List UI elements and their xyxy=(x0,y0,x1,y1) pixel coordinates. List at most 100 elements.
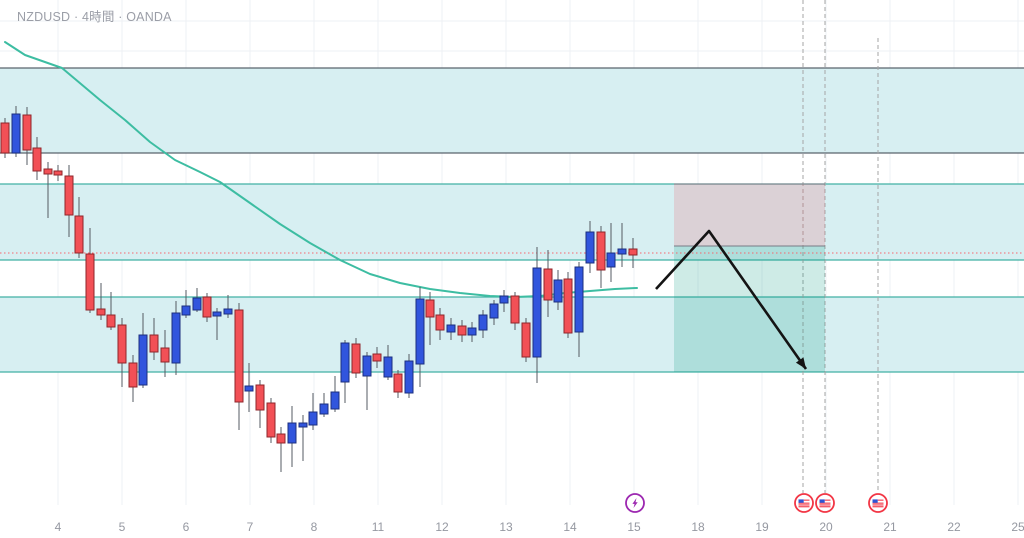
candle-body xyxy=(478,314,488,331)
time-axis-label[interactable]: 11 xyxy=(372,520,385,534)
candle-down xyxy=(255,380,265,428)
candle-body xyxy=(308,411,318,426)
position-stop-box[interactable] xyxy=(674,184,825,246)
candle-body xyxy=(521,322,531,358)
price-zone-rect[interactable] xyxy=(0,184,1024,260)
price-zone-rect[interactable] xyxy=(0,68,1024,153)
candle-body xyxy=(202,296,212,318)
candle-up xyxy=(499,290,509,312)
flag-canton xyxy=(872,499,878,503)
event-us-flag-icon[interactable] xyxy=(794,493,814,513)
candle-body xyxy=(404,360,414,394)
candle-down xyxy=(96,283,106,320)
candle-down xyxy=(117,318,127,387)
candle-up xyxy=(308,393,318,430)
candle-body xyxy=(351,343,361,374)
flag-stripe xyxy=(877,499,884,501)
time-axis-label[interactable]: 14 xyxy=(563,520,577,534)
flag-stripe xyxy=(798,506,810,508)
candle-up xyxy=(574,262,584,357)
candle-down xyxy=(435,308,445,340)
symbol-title-legend[interactable]: NZDUSD · 4時間 · OANDA xyxy=(17,10,172,24)
candle-body xyxy=(319,403,329,415)
candle-up xyxy=(11,106,21,157)
candle-up xyxy=(617,223,627,267)
time-axis-label[interactable]: 4 xyxy=(55,520,62,534)
time-axis-label[interactable]: 12 xyxy=(435,520,449,534)
time-axis-label[interactable]: 25 xyxy=(1011,520,1024,534)
candle-down xyxy=(53,165,63,181)
candle-up xyxy=(244,363,254,412)
candle-body xyxy=(234,309,244,403)
event-lightning-icon[interactable] xyxy=(625,493,645,513)
candle-body xyxy=(85,253,95,311)
candle-body xyxy=(117,324,127,364)
event-us-flag-icon[interactable] xyxy=(815,493,835,513)
candle-up xyxy=(489,300,499,325)
candle-down xyxy=(234,303,244,430)
time-axis-label[interactable]: 8 xyxy=(311,520,318,534)
candle-up xyxy=(415,287,425,387)
candle-body xyxy=(223,308,233,315)
candle-up xyxy=(606,223,616,282)
time-axis-label[interactable]: 18 xyxy=(691,520,705,534)
candle-body xyxy=(467,327,477,336)
candle-body xyxy=(425,299,435,318)
candle-up xyxy=(287,406,297,467)
candle-up xyxy=(467,322,477,342)
time-axis-label[interactable]: 5 xyxy=(119,520,126,534)
candle-down xyxy=(43,162,53,218)
candle-down xyxy=(276,427,286,472)
candle-body xyxy=(489,303,499,319)
candle-down xyxy=(106,292,116,330)
flag-canton xyxy=(819,499,825,503)
candle-body xyxy=(435,314,445,331)
candle-body xyxy=(393,373,403,393)
candle-up xyxy=(446,318,456,340)
candle-body xyxy=(287,422,297,444)
candle-body xyxy=(340,342,350,383)
candle-body xyxy=(32,147,42,172)
time-axis-label[interactable]: 19 xyxy=(755,520,769,534)
candle-body xyxy=(606,252,616,268)
time-axis-label[interactable]: 6 xyxy=(183,520,190,534)
candle-down xyxy=(266,398,276,443)
candle-body xyxy=(585,231,595,264)
candle-body xyxy=(510,295,520,324)
candle-body xyxy=(138,334,148,386)
time-axis-label[interactable]: 22 xyxy=(947,520,961,534)
flag-stripe xyxy=(872,504,884,506)
candle-body xyxy=(149,334,159,353)
projection-arrow-line[interactable] xyxy=(655,229,808,370)
candle-body xyxy=(266,402,276,438)
flag-stripe xyxy=(819,506,831,508)
flag-stripe xyxy=(798,504,810,506)
time-axis-label[interactable]: 15 xyxy=(627,520,641,534)
projection-arrow-head[interactable] xyxy=(795,357,806,369)
candle-body xyxy=(74,215,84,254)
time-axis-label[interactable]: 21 xyxy=(883,520,897,534)
candle-down xyxy=(0,118,10,158)
candle-down xyxy=(202,293,212,322)
event-us-flag-icon[interactable] xyxy=(868,493,888,513)
candle-body xyxy=(128,362,138,388)
candle-body xyxy=(11,113,21,154)
candle-up xyxy=(192,288,202,312)
time-axis-label[interactable]: 7 xyxy=(247,520,254,534)
flag-stripe xyxy=(872,502,884,504)
candle-body xyxy=(415,298,425,365)
candle-body xyxy=(372,353,382,362)
candle-body xyxy=(106,314,116,328)
time-axis-label[interactable]: 13 xyxy=(499,520,513,534)
candle-body xyxy=(330,391,340,410)
flag-stripe xyxy=(819,502,831,504)
time-axis-label[interactable]: 20 xyxy=(819,520,833,534)
candle-down xyxy=(457,320,467,342)
candle-body xyxy=(96,308,106,316)
candle-up xyxy=(298,415,308,461)
candle-body xyxy=(543,268,553,301)
candle-body xyxy=(617,248,627,255)
candle-body xyxy=(596,231,606,271)
position-target-box[interactable] xyxy=(674,246,825,372)
